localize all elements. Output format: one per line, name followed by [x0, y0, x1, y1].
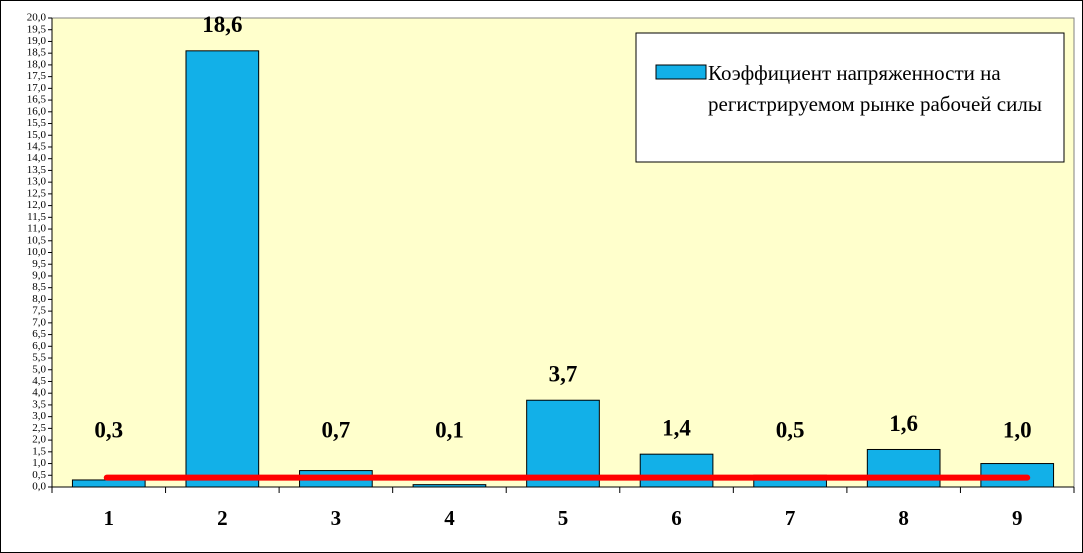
y-tick-label: 13,0	[27, 176, 47, 188]
y-tick-label: 15,5	[27, 117, 47, 129]
x-tick-label: 1	[104, 506, 115, 530]
y-tick-label: 1,0	[32, 457, 46, 469]
y-tick-label: 2,0	[32, 434, 46, 446]
y-tick-label: 6,5	[32, 328, 46, 340]
legend-swatch	[655, 64, 707, 80]
y-tick-label: 18,0	[27, 58, 47, 70]
y-tick-label: 18,5	[27, 47, 47, 59]
y-tick-label: 7,5	[32, 305, 46, 317]
y-tick-label: 2,5	[32, 422, 46, 434]
y-tick-label: 14,5	[27, 141, 47, 153]
value-label: 1,4	[662, 415, 691, 440]
y-tick-label: 20,0	[27, 12, 47, 24]
y-tick-label: 17,0	[27, 82, 47, 94]
bar	[412, 484, 487, 488]
value-label: 0,7	[322, 417, 351, 442]
x-tick-label: 5	[558, 506, 569, 530]
y-tick-label: 0,5	[32, 469, 46, 481]
y-tick-label: 4,5	[32, 375, 46, 387]
y-tick-label: 5,5	[32, 352, 46, 364]
x-tick-label: 6	[671, 506, 682, 530]
y-tick-label: 3,0	[32, 410, 46, 422]
bar	[71, 479, 146, 488]
x-tick-label: 9	[1012, 506, 1023, 530]
y-tick-label: 16,5	[27, 94, 47, 106]
y-tick-label: 12,5	[27, 187, 47, 199]
y-tick-label: 12,0	[27, 199, 47, 211]
x-tick-label: 2	[217, 506, 228, 530]
y-tick-label: 6,0	[32, 340, 46, 352]
x-tick-label: 7	[785, 506, 796, 530]
value-label: 3,7	[549, 362, 578, 387]
bar	[526, 399, 600, 488]
y-tick-label: 15,0	[27, 129, 47, 141]
legend-box	[635, 32, 1065, 163]
value-label: 1,0	[1003, 417, 1032, 442]
y-tick-label: 19,5	[27, 23, 47, 35]
x-tick-label: 4	[444, 506, 455, 530]
bar	[185, 50, 260, 488]
y-tick-label: 19,0	[27, 35, 47, 47]
value-label: 0,1	[435, 417, 464, 442]
value-label: 0,5	[776, 417, 805, 442]
y-tick-label: 11,5	[27, 211, 46, 223]
y-tick-label: 11,0	[27, 223, 46, 235]
y-tick-label: 10,0	[27, 246, 47, 258]
y-tick-label: 5,0	[32, 363, 46, 375]
value-label: 1,6	[889, 411, 918, 436]
value-label: 18,6	[202, 12, 242, 37]
y-tick-label: 17,5	[27, 70, 47, 82]
y-tick-label: 13,5	[27, 164, 47, 176]
value-label: 0,3	[94, 417, 123, 442]
y-tick-label: 7,0	[32, 316, 46, 328]
y-tick-label: 16,0	[27, 105, 47, 117]
x-tick-label: 8	[898, 506, 909, 530]
y-tick-label: 8,0	[32, 293, 46, 305]
y-tick-label: 4,0	[32, 387, 46, 399]
y-tick-label: 10,5	[27, 234, 47, 246]
y-tick-label: 9,0	[32, 269, 46, 281]
bar	[639, 453, 714, 488]
y-tick-label: 1,5	[32, 445, 46, 457]
y-tick-label: 0,0	[32, 481, 46, 493]
legend-label: Коэффициент напряженности на регистрируе…	[708, 61, 1042, 116]
y-tick-label: 3,5	[32, 398, 46, 410]
y-tick-label: 14,0	[27, 152, 47, 164]
bar	[866, 448, 941, 488]
y-tick-label: 8,5	[32, 281, 46, 293]
x-tick-label: 3	[331, 506, 342, 530]
y-tick-label: 9,5	[32, 258, 46, 270]
